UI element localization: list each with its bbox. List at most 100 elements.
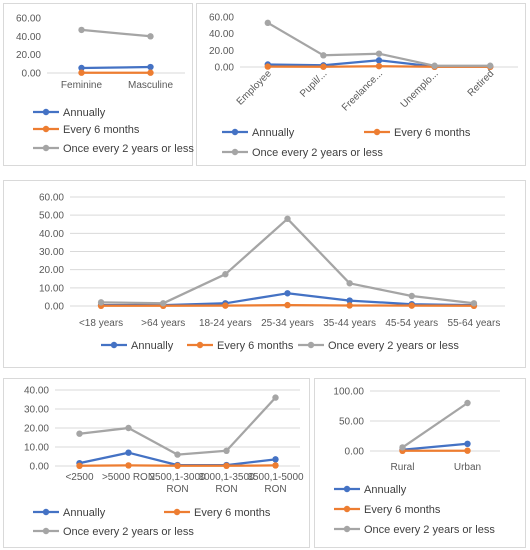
- series-line-residence-2: [401, 402, 469, 449]
- y-tick-label-gender: 0.00: [22, 69, 42, 80]
- legend-label-occupation-0: Annually: [252, 127, 295, 139]
- x-tick-label-income: 2500,1-3000 RON: [149, 472, 206, 495]
- x-tick-label-income: 3000,1-3500 RON: [198, 472, 255, 495]
- x-tick-label-residence: Urban: [454, 462, 481, 473]
- data-point-occupation-2: [487, 62, 494, 69]
- legend-label-occupation-1: Every 6 months: [394, 127, 471, 139]
- legend-marker-age-1: [196, 341, 204, 349]
- data-point-residence-1: [464, 447, 471, 454]
- data-point-occupation-0: [375, 57, 383, 64]
- data-point-occupation-2: [375, 50, 383, 57]
- x-tick-label-occupation: Pupil/...: [298, 68, 329, 99]
- data-point-residence-0: [464, 440, 471, 447]
- data-point-income-2: [223, 447, 230, 454]
- data-point-age-2: [160, 300, 167, 307]
- chart-panel-gender: [3, 3, 193, 166]
- data-point-occupation-1: [320, 63, 327, 70]
- series-line-income-2: [79, 396, 277, 456]
- y-tick-label-residence: 50.00: [339, 417, 364, 428]
- data-point-gender-2: [147, 33, 154, 40]
- y-tick-label-income: 10.00: [24, 443, 49, 454]
- x-tick-label-occupation: Employee: [235, 68, 275, 108]
- x-tick-label-residence: Rural: [391, 462, 415, 473]
- x-tick-label-age: 35-44 years: [323, 318, 376, 329]
- y-tick-label-occupation: 0.00: [215, 63, 235, 74]
- legend-label-residence-1: Every 6 months: [364, 504, 441, 516]
- data-point-age-1: [284, 301, 291, 309]
- legend-label-age-0: Annually: [131, 340, 174, 352]
- x-tick-label-income: <2500: [65, 472, 94, 483]
- data-point-age-2: [470, 300, 478, 307]
- data-point-age-2: [222, 271, 229, 278]
- legend-label-gender-1: Every 6 months: [63, 124, 140, 136]
- data-point-age-2: [346, 280, 353, 287]
- x-tick-label-occupation: Freelance...: [340, 68, 385, 113]
- legend-label-gender-0: Annually: [63, 107, 106, 119]
- data-point-income-0: [272, 456, 279, 463]
- data-point-income-1: [76, 462, 83, 470]
- legend-label-occupation-2: Once every 2 years or less: [252, 147, 383, 159]
- legend-label-residence-2: Once every 2 years or less: [364, 524, 495, 536]
- legend-marker-gender-0: [42, 108, 50, 116]
- x-tick-label-income: 3500,1-5000 RON: [247, 472, 304, 495]
- legend-marker-occupation-0: [231, 128, 239, 136]
- data-point-occupation-1: [375, 62, 383, 70]
- x-tick-label-age: 25-34 years: [261, 318, 314, 329]
- data-point-residence-2: [464, 399, 471, 407]
- y-tick-label-residence: 0.00: [345, 447, 365, 458]
- legend-marker-residence-1: [343, 505, 351, 513]
- legend-marker-occupation-1: [373, 128, 381, 136]
- data-point-age-2: [97, 299, 105, 306]
- legend-marker-income-2: [42, 527, 50, 535]
- data-point-gender-1: [147, 69, 154, 76]
- legend-marker-income-0: [42, 508, 50, 516]
- legend-label-income-1: Every 6 months: [194, 507, 271, 519]
- data-point-age-2: [408, 292, 415, 300]
- legend-marker-occupation-2: [231, 148, 239, 156]
- y-tick-label-income: 20.00: [24, 424, 49, 435]
- y-tick-label-gender: 20.00: [16, 50, 41, 61]
- data-point-occupation-2: [431, 62, 438, 69]
- data-point-age-1: [408, 302, 415, 309]
- legend-label-income-0: Annually: [63, 507, 106, 519]
- legend-marker-residence-0: [343, 485, 351, 493]
- y-tick-label-age: 20.00: [39, 265, 64, 276]
- y-tick-label-age: 0.00: [45, 302, 65, 313]
- data-point-income-1: [223, 462, 230, 470]
- y-tick-label-age: 30.00: [39, 247, 64, 258]
- chart-panel-income: [3, 378, 310, 548]
- x-tick-label-occupation: Retired: [466, 68, 497, 99]
- x-tick-label-income: >5000 RON: [102, 472, 155, 483]
- legend-label-residence-0: Annually: [364, 484, 407, 496]
- y-tick-label-income: 30.00: [24, 405, 49, 416]
- x-tick-label-occupation: Unemplo...: [399, 68, 441, 110]
- data-point-age-0: [284, 290, 291, 297]
- series-line-gender-2: [81, 28, 151, 38]
- data-point-gender-1: [78, 69, 85, 76]
- chart-panel-age: [3, 180, 526, 368]
- x-tick-label-age: 45-54 years: [385, 318, 438, 329]
- data-point-income-2: [174, 451, 181, 458]
- data-point-gender-0: [78, 64, 85, 72]
- legend-label-gender-2: Once every 2 years or less: [63, 143, 194, 155]
- y-tick-label-age: 60.00: [39, 193, 64, 204]
- x-tick-label-age: 18-24 years: [199, 318, 252, 329]
- y-tick-label-occupation: 60.00: [209, 13, 234, 24]
- x-tick-label-age: <18 years: [79, 318, 123, 329]
- series-line-gender-0: [81, 65, 151, 70]
- y-tick-label-income: 0.00: [30, 462, 50, 473]
- data-point-income-2: [76, 430, 83, 437]
- data-point-income-2: [125, 424, 132, 432]
- data-point-income-0: [125, 449, 132, 456]
- data-point-gender-2: [78, 26, 85, 34]
- data-point-income-1: [125, 462, 132, 469]
- x-tick-label-age: 55-64 years: [448, 318, 501, 329]
- data-point-age-1: [222, 302, 229, 309]
- data-point-age-2: [284, 215, 291, 222]
- y-tick-label-age: 40.00: [39, 229, 64, 240]
- data-point-occupation-2: [264, 19, 271, 27]
- legend-marker-gender-1: [42, 125, 50, 133]
- data-point-income-1: [272, 462, 279, 469]
- chart-panel-residence: [314, 378, 526, 548]
